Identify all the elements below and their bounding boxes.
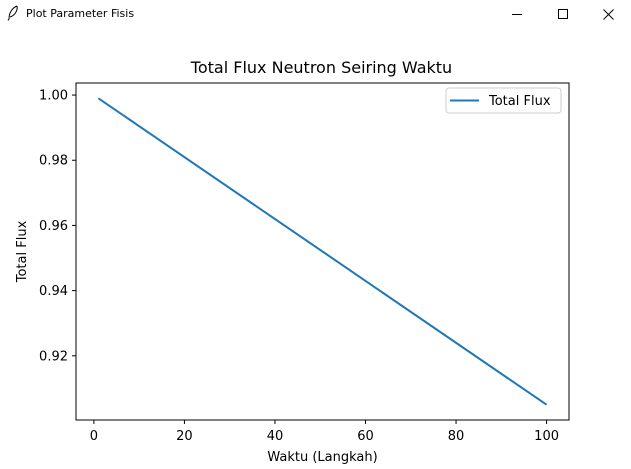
y-tick-label: 0.96	[39, 219, 68, 234]
close-button[interactable]	[585, 0, 631, 28]
minimize-button[interactable]	[494, 0, 540, 28]
series-line-total-flux	[97, 97, 548, 406]
y-tick-label: 0.98	[39, 154, 68, 169]
x-tick-label: 60	[357, 429, 374, 444]
y-tick-label: 0.94	[39, 284, 68, 299]
maximize-button[interactable]	[540, 0, 586, 28]
x-tick-label: 80	[448, 429, 465, 444]
legend-box	[445, 87, 562, 114]
line-chart: Total Flux Neutron Seiring Waktu 0 20 40 60…	[15, 58, 570, 465]
title-bar[interactable]: Plot Parameter Fisis	[0, 0, 631, 28]
y-axis-label: Total Flux	[15, 220, 30, 283]
minimize-icon	[512, 14, 522, 15]
maximize-icon	[558, 9, 568, 19]
legend-label: Total Flux	[488, 94, 551, 109]
series-layer	[97, 97, 548, 406]
x-tick-label: 100	[534, 429, 559, 444]
x-tick-label: 40	[267, 429, 284, 444]
x-tick-label: 20	[176, 429, 193, 444]
x-tick-label: 0	[90, 429, 98, 444]
plot-canvas: Total Flux Neutron Seiring Waktu 0 20 40 60…	[0, 28, 631, 469]
plot-frame	[75, 82, 570, 421]
x-axis-label: Waktu (Langkah)	[267, 450, 377, 465]
axis-ticks: 0 20 40 60 80 100 0.92 0.94 0.96 0.98 1.00	[39, 89, 559, 444]
close-icon	[602, 8, 614, 20]
feather-icon	[7, 5, 18, 21]
y-tick-label: 1.00	[39, 89, 68, 104]
y-tick-label: 0.92	[39, 349, 68, 364]
legend: Total Flux	[445, 87, 562, 114]
chart-title: Total Flux Neutron Seiring Waktu	[190, 58, 452, 77]
window-title: Plot Parameter Fisis	[26, 7, 135, 20]
